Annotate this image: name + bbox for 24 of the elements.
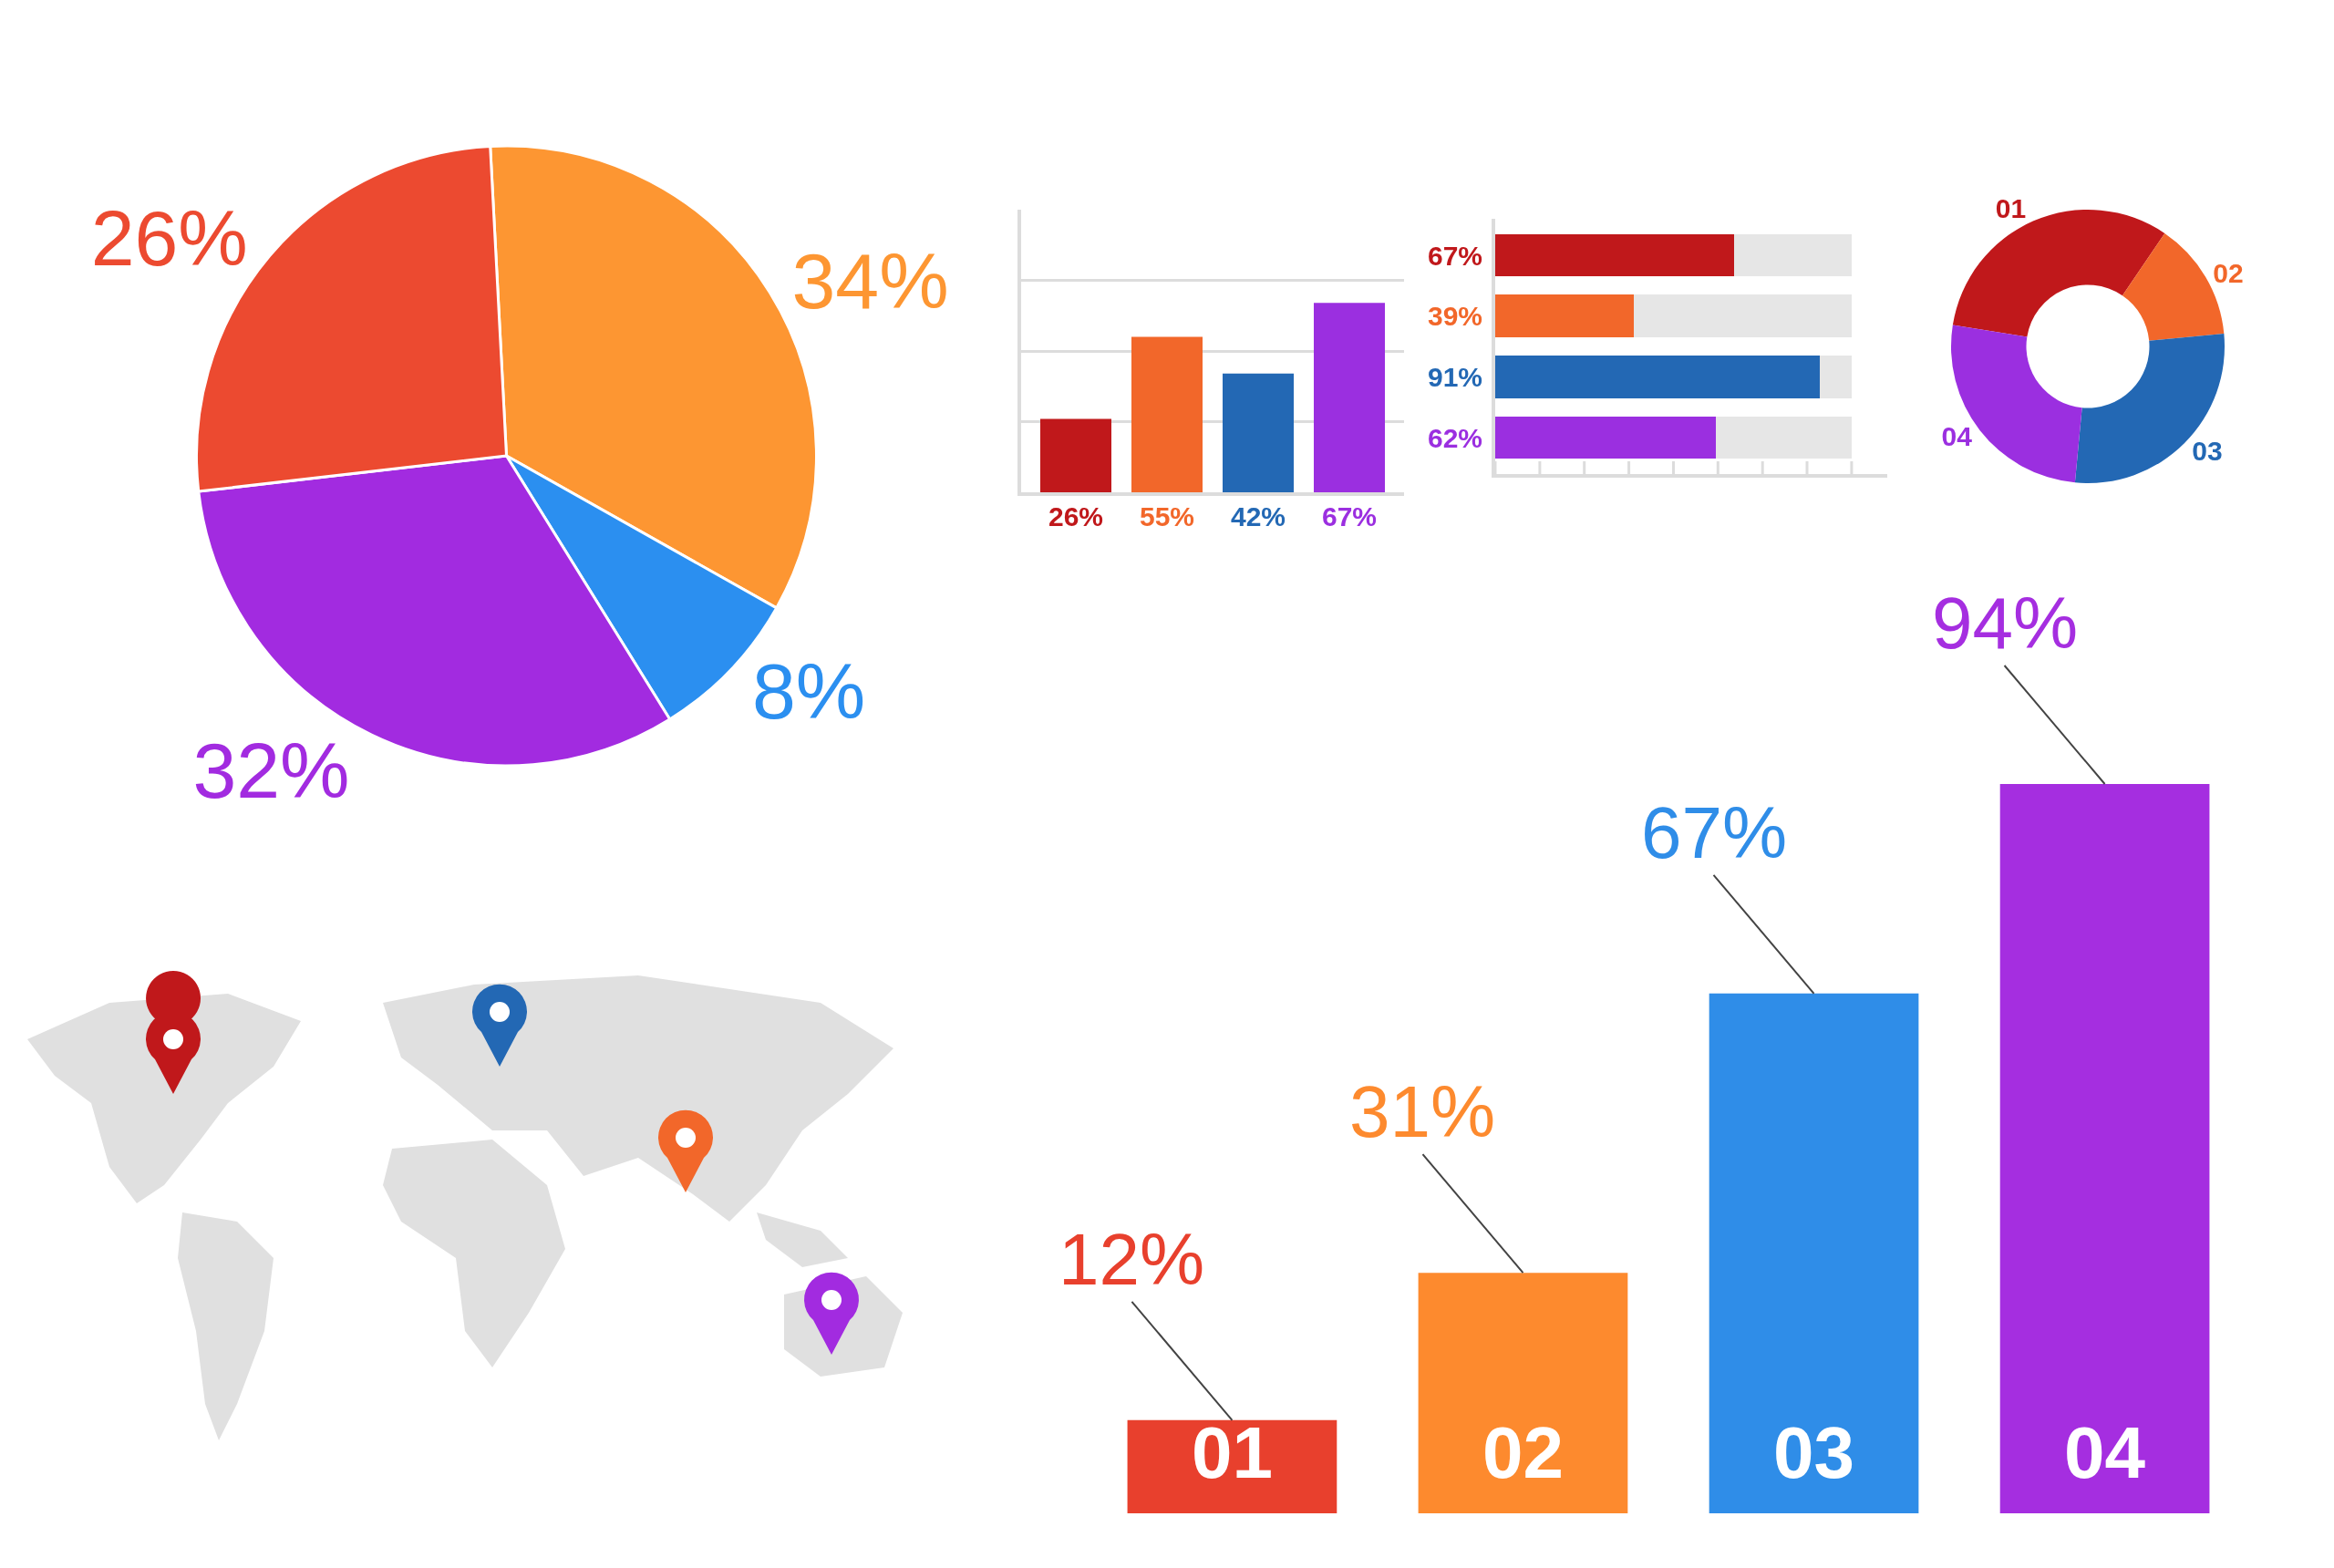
data-label: 55% bbox=[1140, 501, 1195, 531]
data-label: 67% bbox=[1641, 792, 1788, 873]
slice-label: 04 bbox=[1941, 420, 1973, 451]
x-tick-label: 02 bbox=[1482, 1412, 1564, 1493]
x-tick-label: 03 bbox=[1773, 1412, 1854, 1493]
x-tick-label: 01 bbox=[1192, 1412, 1273, 1493]
data-label: 26% bbox=[1048, 501, 1104, 531]
data-label: 31% bbox=[1349, 1071, 1496, 1152]
data-label: 12% bbox=[1059, 1219, 1205, 1300]
data-label: 8% bbox=[751, 647, 866, 736]
data-label: 34% bbox=[791, 236, 949, 325]
x-tick-label: 04 bbox=[2064, 1412, 2146, 1493]
data-label: 42% bbox=[1231, 501, 1286, 531]
data-label: 39% bbox=[1428, 301, 1483, 331]
slice-label: 02 bbox=[2213, 257, 2244, 288]
data-label: 32% bbox=[192, 727, 350, 815]
data-label: 62% bbox=[1428, 423, 1483, 453]
data-label: 94% bbox=[1932, 583, 2079, 664]
data-label: 67% bbox=[1428, 241, 1483, 271]
slice-label: 01 bbox=[1995, 192, 2027, 223]
slice-label: 03 bbox=[2192, 435, 2223, 466]
data-label: 67% bbox=[1322, 501, 1378, 531]
data-label: 26% bbox=[90, 193, 248, 282]
data-label: 91% bbox=[1428, 362, 1483, 392]
